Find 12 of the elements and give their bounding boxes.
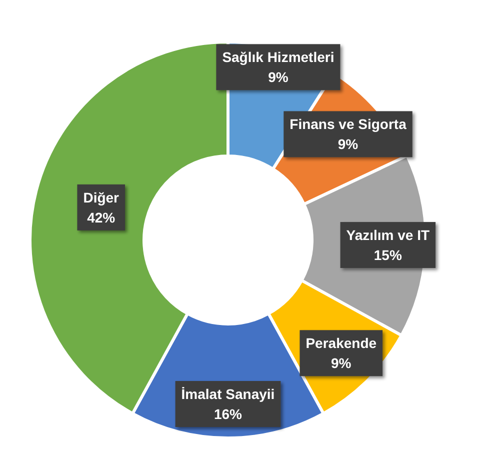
slice-label: Sağlık Hizmetleri [222,49,334,66]
slice-label: İmalat Sanayii [181,386,275,402]
data-label: 15% [374,247,402,264]
data-label: 16% [214,406,243,422]
slice-label: Diğer [83,189,120,206]
slice-label: Yazılım ve IT [346,227,430,244]
data-label: 9% [338,136,359,152]
data-label: 42% [87,209,116,226]
data-label: 9% [331,355,352,372]
slice-label: Perakende [306,335,377,352]
data-label: 9% [268,69,289,86]
slice-label: Finans ve Sigorta [290,116,407,132]
